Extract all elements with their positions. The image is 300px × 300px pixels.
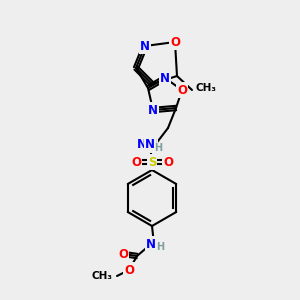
Text: O: O — [163, 155, 173, 169]
Text: N: N — [145, 139, 155, 152]
Text: O: O — [118, 248, 128, 260]
Text: H: H — [156, 242, 164, 252]
Text: CH₃: CH₃ — [91, 271, 112, 281]
Text: N: N — [160, 71, 170, 85]
Text: O: O — [131, 155, 141, 169]
Text: CH₃: CH₃ — [195, 83, 216, 93]
Text: S: S — [148, 155, 156, 169]
Text: H: H — [148, 139, 156, 149]
Text: N: N — [146, 238, 156, 250]
Text: O: O — [124, 263, 134, 277]
Text: N: N — [140, 40, 150, 52]
Text: H: H — [154, 143, 162, 153]
Text: O: O — [177, 83, 187, 97]
Text: O: O — [170, 35, 180, 49]
Text: NH: NH — [137, 137, 157, 151]
Text: N: N — [148, 103, 158, 116]
